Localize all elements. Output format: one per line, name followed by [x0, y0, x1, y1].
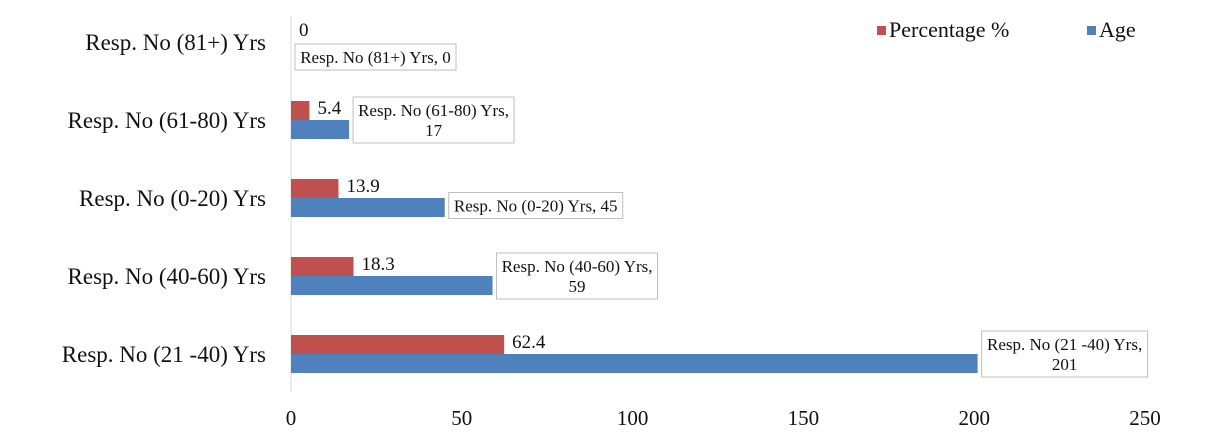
x-tick-label: 250 [1129, 406, 1161, 430]
bar-age [291, 354, 978, 373]
percentage-value-label: 5.4 [317, 98, 341, 119]
age-callout-text: Resp. No (61-80) Yrs, [358, 101, 509, 120]
age-callout-text: Resp. No (0-20) Yrs, 45 [454, 197, 618, 216]
age-callout-text: 17 [425, 121, 443, 140]
legend-label-age: Age [1099, 17, 1136, 42]
x-tick-label: 100 [617, 406, 649, 430]
age-callout-box [496, 252, 659, 300]
age-callout-box [981, 330, 1149, 378]
legend-label-percentage: Percentage % [889, 17, 1009, 42]
bar-age [291, 120, 350, 139]
bar-age [291, 276, 493, 295]
x-tick-label: 200 [958, 406, 990, 430]
x-tick-label: 0 [286, 406, 297, 430]
age-callout-text: Resp. No (21 -40) Yrs, [987, 335, 1142, 354]
age-callout-text: 201 [1052, 355, 1078, 374]
bars-group [291, 101, 978, 373]
category-label: Resp. No (61-80) Yrs [68, 108, 267, 133]
category-label: Resp. No (40-60) Yrs [68, 264, 267, 289]
age-callout: Resp. No (40-60) Yrs,59 [496, 252, 659, 300]
age-callout: Resp. No (61-80) Yrs,17 [352, 96, 515, 144]
bar-percentage [291, 101, 310, 120]
age-callout: Resp. No (81+) Yrs, 0 [294, 43, 457, 71]
category-label: Resp. No (81+) Yrs [85, 30, 266, 55]
age-callout-text: Resp. No (81+) Yrs, 0 [300, 48, 451, 67]
x-tick-labels-group: 0 50 100 150 200 250 [286, 406, 1161, 430]
data-labels-group: 62.4 18.3 13.9 5.4 0 [299, 20, 546, 353]
bar-age [291, 198, 445, 217]
legend-swatch-age [1087, 26, 1096, 35]
age-callout-box [352, 96, 515, 144]
age-callout: Resp. No (0-20) Yrs, 45 [448, 192, 624, 219]
percentage-value-label: 0 [299, 20, 309, 41]
legend: Percentage % Age [877, 17, 1136, 42]
age-callout-text: 59 [569, 277, 586, 296]
callouts-group: Resp. No (21 -40) Yrs,201 Resp. No (40-60… [294, 43, 1149, 378]
category-label: Resp. No (0-20) Yrs [79, 186, 266, 211]
bar-percentage [291, 179, 339, 198]
percentage-value-label: 18.3 [362, 254, 395, 275]
age-callout-box [448, 192, 624, 219]
percentage-value-label: 62.4 [512, 332, 546, 353]
legend-swatch-percentage [877, 26, 886, 35]
bar-percentage [291, 335, 505, 354]
age-callout-box [294, 43, 457, 71]
category-labels-group: Resp. No (21 -40) Yrs Resp. No (40-60) Yr… [62, 30, 266, 367]
category-label: Resp. No (21 -40) Yrs [62, 342, 266, 367]
percentage-value-label: 13.9 [346, 176, 379, 197]
x-tick-label: 150 [788, 406, 820, 430]
age-callout: Resp. No (21 -40) Yrs,201 [981, 330, 1149, 378]
age-callout-text: Resp. No (40-60) Yrs, [502, 257, 653, 276]
bar-percentage [291, 257, 354, 276]
x-tick-label: 50 [451, 406, 472, 430]
